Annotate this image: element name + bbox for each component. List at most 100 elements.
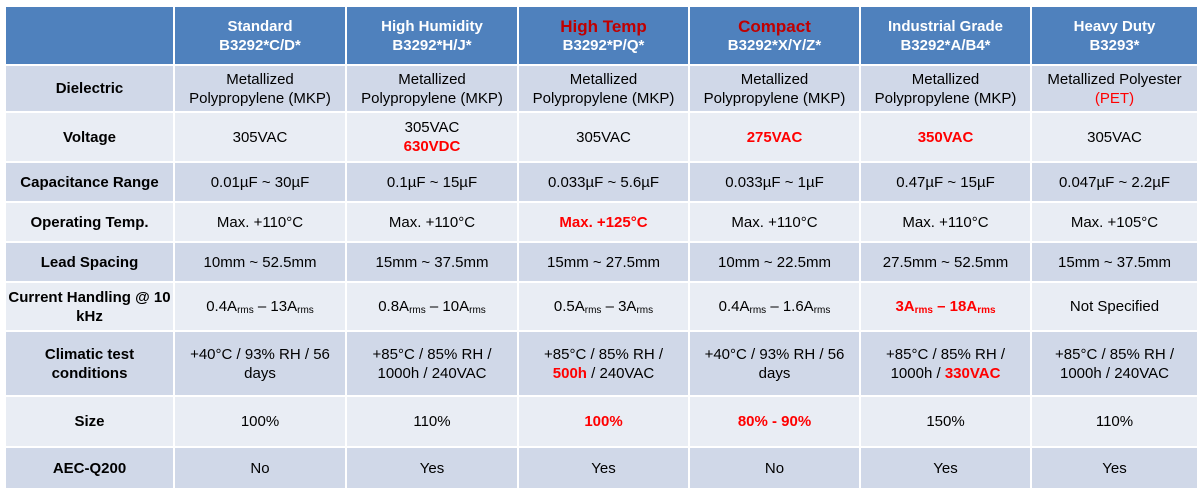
column-header-5: Industrial Grade B3292*A/B4* (859, 5, 1032, 66)
cell-text: Max. +110°C (388, 213, 476, 231)
cell-line: 305VAC (177, 128, 343, 147)
cell-text: 330VAC (944, 364, 1001, 382)
table-body: Dielectric Metallized Polypropylene (MKP) M… (4, 64, 1199, 490)
header-row: Standard B3292*C/D* High Humidity B3292*H/J… (4, 5, 1199, 66)
cell-text: 100% (240, 413, 280, 430)
table-row: Dielectric Metallized Polypropylene (MKP) M… (4, 64, 1199, 113)
subscript: rms (409, 305, 426, 316)
cell-line: Metallized (349, 70, 515, 89)
table-row: Capacitance Range 0.01µF ~ 30µF 0.1µF ~ 15… (4, 161, 1199, 203)
table-cell: 305VAC (1030, 111, 1199, 163)
cell-text: 80% - 90% (737, 413, 812, 430)
table-cell: Metallized Polypropylene (MKP) (859, 64, 1032, 113)
table-cell: Max. +105°C (1030, 201, 1199, 243)
series-name: Industrial Grade (887, 17, 1004, 35)
cell-text: 630VDC (403, 138, 461, 155)
cell-line: 0.4Arms – 1.6Arms (692, 297, 857, 316)
row-label: Capacitance Range (4, 161, 175, 203)
cell-line: Max. +110°C (692, 213, 857, 232)
series-name: High Humidity (381, 17, 483, 35)
cell-text: – 18A (932, 298, 978, 315)
subscript: rms (297, 305, 314, 316)
cell-line: Max. +110°C (177, 213, 343, 232)
part-number: B3293* (1089, 36, 1140, 54)
subscript: rms (469, 305, 486, 316)
part-number: B3292*A/B4* (900, 36, 991, 54)
table-cell: Yes (345, 446, 519, 490)
table-cell: +85°C / 85% RH /1000h / 240VAC (345, 330, 519, 397)
cell-text: Yes (419, 459, 445, 477)
cell-text: 0.47µF ~ 15µF (896, 173, 995, 191)
cell-line: 275VAC (692, 128, 857, 147)
table-cell: 80% - 90% (688, 395, 861, 448)
cell-text: 350VAC (917, 128, 974, 146)
table-cell: 15mm ~ 27.5mm (517, 241, 690, 283)
cell-text: Max. +125°C (559, 213, 648, 231)
subscript: rms (749, 305, 767, 316)
table-cell: +40°C / 93% RH / 56 days (688, 330, 861, 397)
cell-text: 27.5mm ~ 52.5mm (882, 253, 1009, 271)
cell-text: +40°C / 93% RH / 56 (190, 345, 330, 363)
table-cell: Metallized Polypropylene (MKP) (517, 64, 690, 113)
table-cell: 350VAC (859, 111, 1032, 163)
part-number: B3292*P/Q* (562, 36, 645, 54)
cell-line: Yes (349, 459, 515, 478)
cell-line: Metallized Polyester (1034, 70, 1195, 89)
series-name: Heavy Duty (1073, 17, 1156, 35)
column-header-2: High Humidity B3292*H/J* (345, 5, 519, 66)
table-cell: 305VAC (517, 111, 690, 163)
cell-text: 0.1µF ~ 15µF (386, 173, 478, 191)
row-label: Climatic test conditions (4, 330, 175, 397)
row-label: Operating Temp. (4, 201, 175, 243)
cell-text: – 1.6A (766, 298, 814, 315)
table-cell: +85°C / 85% RH /500h / 240VAC (517, 330, 690, 397)
cell-text: Max. +110°C (216, 213, 304, 231)
cell-line: +85°C / 85% RH / (863, 345, 1028, 364)
cell-text: 1000h / 240VAC (1060, 364, 1169, 382)
table-cell: Metallized Polypropylene (MKP) (345, 64, 519, 113)
cell-line: 0.8Arms – 10Arms (349, 297, 515, 316)
series-name: High Temp (560, 16, 647, 36)
cell-text: days (244, 364, 276, 382)
cell-line: 0.5Arms – 3Arms (521, 297, 686, 316)
cell-line: Polypropylene (MKP) (349, 89, 515, 108)
cell-line: 305VAC (1034, 128, 1195, 147)
cell-text: 305VAC (404, 119, 460, 136)
row-label: Voltage (4, 111, 175, 163)
cell-line: Not Specified (1034, 297, 1195, 316)
table-row: Current Handling @ 10 kHz 0.4Arms – 13Arm… (4, 281, 1199, 332)
table-cell: Max. +110°C (859, 201, 1032, 243)
cell-line: 350VAC (863, 128, 1028, 147)
part-number: B3292*C/D* (219, 36, 301, 54)
cell-text: 15mm ~ 37.5mm (375, 253, 489, 271)
table-cell: Not Specified (1030, 281, 1199, 332)
cell-line: +85°C / 85% RH / (521, 345, 686, 364)
cell-text: Metallized (569, 70, 638, 88)
cell-text: +85°C / 85% RH / (544, 345, 663, 363)
cell-line: Metallized (692, 70, 857, 89)
cell-text: +85°C / 85% RH / (1055, 345, 1174, 363)
cell-line: 15mm ~ 27.5mm (521, 253, 686, 272)
corner-cell (4, 5, 175, 66)
table-cell: 15mm ~ 37.5mm (345, 241, 519, 283)
table-cell: 100% (173, 395, 347, 448)
subscript: rms (636, 305, 654, 316)
cell-line: +85°C / 85% RH / (1034, 345, 1195, 364)
cell-text: Max. +110°C (731, 213, 818, 231)
cell-line: days (177, 364, 343, 383)
table-cell: Yes (517, 446, 690, 490)
table-cell: 10mm ~ 22.5mm (688, 241, 861, 283)
cell-text: 0.047µF ~ 2.2µF (1058, 173, 1171, 191)
cell-text: 0.4A (718, 298, 750, 315)
cell-text: Metallized Polyester (1047, 70, 1182, 88)
table-cell: 0.1µF ~ 15µF (345, 161, 519, 203)
table-cell: +85°C / 85% RH /1000h / 240VAC (1030, 330, 1199, 397)
table-cell: 305VAC 630VDC (345, 111, 519, 163)
column-header-3: High Temp B3292*P/Q* (517, 5, 690, 66)
cell-text: No (250, 459, 270, 477)
cell-text: No (764, 459, 785, 477)
cell-line: 150% (863, 412, 1028, 431)
cell-line: Metallized (863, 70, 1028, 89)
capacitor-comparison-table: Standard B3292*C/D* High Humidity B3292*H/J… (4, 5, 1199, 490)
cell-text: Metallized (740, 70, 809, 88)
